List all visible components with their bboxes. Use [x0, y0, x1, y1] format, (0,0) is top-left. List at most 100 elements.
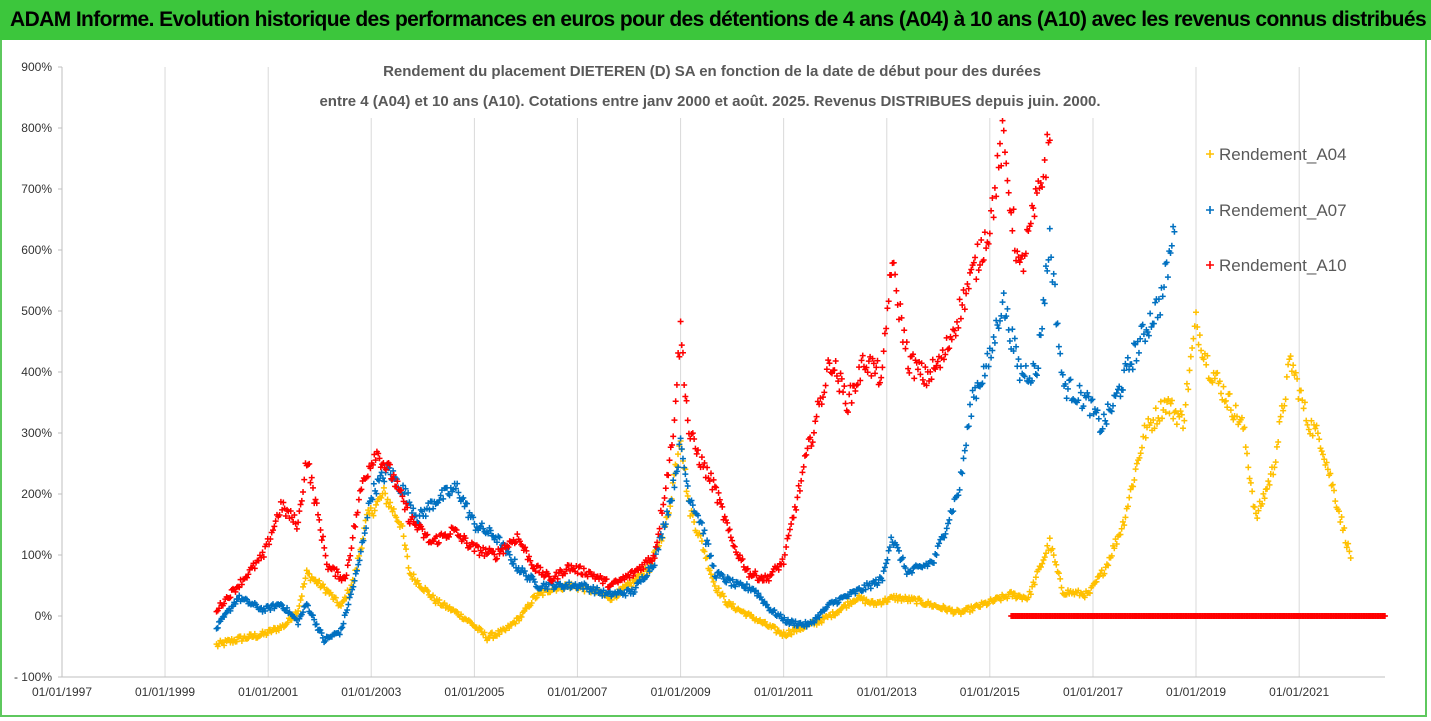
- data-point-marker: [1327, 470, 1334, 477]
- data-point-marker: [244, 596, 251, 603]
- data-point-marker: [563, 566, 570, 573]
- data-point-marker: [383, 466, 390, 473]
- data-point-marker: [890, 259, 897, 266]
- data-point-marker: [478, 520, 485, 527]
- data-point-marker: [807, 434, 814, 441]
- data-point-marker: [1039, 560, 1046, 567]
- data-point-marker: [994, 322, 1001, 329]
- data-point-marker: [318, 629, 325, 636]
- data-point-marker: [296, 602, 303, 609]
- data-point-marker: [319, 634, 326, 641]
- data-point-marker: [1177, 408, 1184, 415]
- data-point-marker: [1118, 525, 1125, 532]
- data-point-marker: [799, 469, 806, 476]
- data-point-marker: [1046, 535, 1053, 542]
- data-point-marker: [651, 562, 658, 569]
- data-point-marker: [710, 563, 717, 570]
- y-tick-label: 800%: [21, 121, 52, 135]
- data-point-marker: [486, 634, 493, 641]
- data-point-marker: [1046, 225, 1053, 232]
- data-point-marker: [512, 620, 519, 627]
- data-point-marker: [260, 554, 267, 561]
- data-point-marker: [481, 629, 488, 636]
- data-point-marker: [956, 296, 963, 303]
- data-point-marker: [1200, 356, 1207, 363]
- data-point-marker: [454, 609, 461, 616]
- data-point-marker: [382, 490, 389, 497]
- data-point-marker: [959, 470, 966, 477]
- data-point-marker: [1220, 383, 1227, 390]
- data-point-marker: [798, 477, 805, 484]
- data-point-marker: [357, 548, 364, 555]
- data-point-marker: [1113, 390, 1120, 396]
- data-point-marker: [484, 637, 491, 644]
- data-point-marker: [1292, 369, 1299, 376]
- data-point-marker: [1238, 414, 1245, 421]
- data-point-marker: [781, 614, 788, 621]
- data-point-marker: [1067, 376, 1074, 383]
- data-point-marker: [266, 541, 273, 548]
- data-point-marker: [280, 499, 287, 506]
- data-point-marker: [791, 503, 798, 510]
- data-point-marker: [911, 375, 918, 382]
- data-point-marker: [985, 240, 992, 247]
- data-point-marker: [952, 332, 959, 339]
- data-point-marker: [371, 507, 378, 514]
- data-point-marker: [934, 358, 941, 365]
- data-point-marker: [995, 325, 1002, 332]
- data-point-marker: [1121, 522, 1128, 529]
- data-point-marker: [317, 526, 324, 533]
- data-point-marker: [795, 482, 802, 489]
- data-point-marker: [885, 298, 892, 305]
- data-point-marker: [1272, 459, 1279, 466]
- data-point-marker: [666, 457, 673, 464]
- data-point-marker: [500, 550, 507, 557]
- data-point-marker: [942, 351, 949, 358]
- data-point-marker: [711, 483, 718, 490]
- data-point-marker: [349, 534, 356, 541]
- data-point-marker: [470, 514, 477, 521]
- banner-title: ADAM Informe. Evolution historique des p…: [10, 8, 1427, 31]
- data-point-marker: [964, 424, 971, 431]
- data-point-marker: [683, 397, 690, 404]
- data-point-marker: [652, 543, 659, 550]
- data-point-marker: [788, 520, 795, 527]
- data-point-marker: [968, 413, 975, 420]
- data-point-marker: [1085, 393, 1092, 400]
- data-point-marker: [430, 538, 437, 545]
- data-point-marker: [279, 602, 286, 609]
- data-point-marker: [1111, 545, 1118, 552]
- data-point-marker: [933, 362, 940, 369]
- data-point-marker: [1041, 300, 1048, 307]
- data-point-marker: [332, 573, 339, 580]
- data-point-marker: [430, 505, 437, 512]
- data-point-marker: [664, 508, 671, 515]
- data-point-marker: [490, 635, 497, 642]
- data-point-marker: [994, 152, 1001, 159]
- data-point-marker: [943, 334, 950, 341]
- header-banner: ADAM Informe. Evolution historique des p…: [0, 0, 1431, 40]
- axes: [58, 66, 1385, 678]
- data-point-marker: [748, 611, 755, 618]
- data-point-marker: [1270, 471, 1277, 478]
- data-point-marker: [695, 512, 702, 519]
- data-point-marker: [928, 376, 935, 383]
- y-tick-label: 0%: [35, 609, 53, 623]
- data-point-marker: [841, 383, 848, 390]
- data-point-marker: [1003, 313, 1010, 320]
- data-point-marker: [1142, 434, 1149, 441]
- data-point-marker: [723, 579, 730, 586]
- y-tick-label: 400%: [21, 365, 52, 379]
- data-point-marker: [961, 608, 968, 615]
- data-point-marker: [380, 484, 387, 491]
- data-point-marker: [499, 546, 506, 553]
- data-point-marker: [1039, 183, 1046, 190]
- data-point-marker: [405, 489, 412, 496]
- data-point-marker: [1271, 464, 1278, 471]
- data-point-marker: [674, 451, 681, 458]
- data-point-marker: [765, 577, 772, 584]
- data-point-marker: [316, 516, 323, 523]
- x-tick-label: 01/01/2003: [341, 685, 401, 699]
- data-point-marker: [245, 635, 252, 642]
- data-point-marker: [985, 363, 992, 370]
